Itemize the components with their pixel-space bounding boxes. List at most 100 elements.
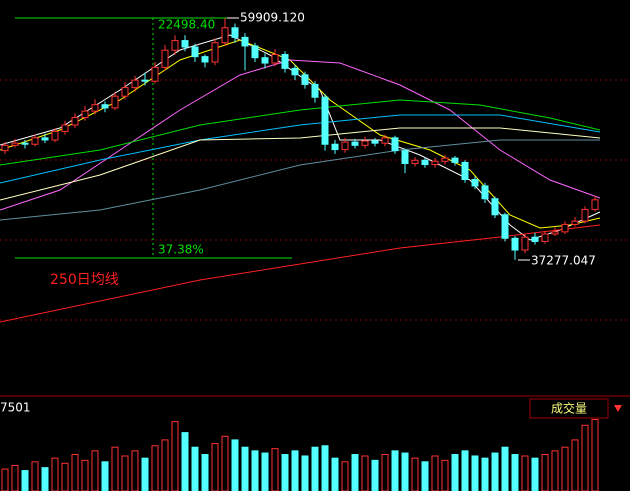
- candle-body: [51, 130, 59, 141]
- volume-bar: [61, 462, 69, 491]
- candle-body: [351, 141, 359, 146]
- candle-body: [371, 140, 379, 144]
- volume-bar: [441, 459, 449, 491]
- volume-bar: [81, 459, 89, 491]
- volume-bar: [571, 439, 579, 491]
- candle-body: [441, 157, 449, 162]
- volume-bar: [181, 432, 189, 491]
- volume-bar: [121, 455, 129, 491]
- candle-body: [81, 110, 89, 119]
- candle-body: [451, 157, 459, 163]
- volume-bar: [581, 424, 589, 491]
- moving-average: [0, 99, 601, 166]
- candle-body: [361, 140, 369, 146]
- volume-bar: [131, 450, 139, 491]
- candle-body: [531, 236, 539, 242]
- candle-body: [481, 185, 489, 200]
- volume-bar: [551, 450, 559, 491]
- candle-body: [11, 142, 19, 146]
- volume-bar: [561, 446, 569, 491]
- candle-body: [521, 236, 529, 251]
- candle-body: [301, 74, 309, 85]
- candle-body: [211, 42, 219, 63]
- volume-bar: [221, 435, 229, 491]
- volume-bar: [71, 454, 79, 491]
- volume-bar: [151, 445, 159, 491]
- candle-body: [331, 143, 339, 151]
- candle-body: [281, 53, 289, 69]
- volume-bar: [31, 461, 39, 491]
- candle-body: [231, 27, 239, 38]
- volume-bar: [161, 439, 169, 491]
- candle-body: [111, 95, 119, 109]
- volume-bar: [211, 443, 219, 491]
- volume-bar: [361, 455, 369, 491]
- candle-body: [261, 57, 269, 64]
- volume-bar: [141, 457, 149, 491]
- volume-bar: [281, 454, 289, 491]
- candle-body: [131, 79, 139, 89]
- volume-bar: [271, 448, 279, 491]
- volume-bar: [501, 446, 509, 491]
- candle-body: [71, 117, 79, 126]
- volume-bar: [41, 467, 49, 491]
- volume-bar: [461, 450, 469, 491]
- volume-bar: [111, 446, 119, 491]
- volume-bar: [191, 446, 199, 491]
- candle-body: [321, 96, 329, 145]
- candle-body: [191, 46, 199, 58]
- candle-body: [401, 150, 409, 164]
- candle-body: [591, 199, 599, 210]
- volume-bar: [261, 452, 269, 491]
- volume-bar: [301, 455, 309, 491]
- volume-bar: [171, 421, 179, 491]
- candle-body: [511, 237, 519, 251]
- moving-average: [0, 114, 601, 184]
- candle-body: [541, 233, 549, 242]
- volume-label: 7501: [0, 401, 31, 415]
- candle-body: [151, 66, 159, 82]
- volume-bar: [251, 450, 259, 491]
- candle-body: [271, 53, 279, 64]
- indicator-name[interactable]: 成交量: [551, 401, 587, 416]
- candle-body: [241, 36, 249, 47]
- candle-body: [311, 83, 319, 98]
- candle-body: [101, 104, 109, 109]
- volume-bar: [11, 464, 19, 491]
- candle-body: [381, 137, 389, 144]
- volume-bar: [591, 418, 599, 491]
- volume-bar: [201, 454, 209, 491]
- candle-body: [21, 142, 29, 145]
- range-pct: 37.38%: [158, 243, 204, 257]
- candle-body: [291, 67, 299, 76]
- dropdown-arrow[interactable]: [614, 405, 622, 412]
- volume-bar: [101, 461, 109, 491]
- candle-body: [421, 159, 429, 166]
- volume-bar: [541, 454, 549, 491]
- candle-body: [561, 223, 569, 233]
- volume-bar: [421, 461, 429, 491]
- volume-bar: [321, 445, 329, 491]
- candle-body: [91, 104, 99, 112]
- candle-body: [201, 56, 209, 63]
- candle-body: [501, 214, 509, 239]
- moving-average: [0, 34, 601, 241]
- volume-bar: [351, 454, 359, 491]
- volume-bar: [391, 450, 399, 491]
- volume-bar: [1, 468, 9, 491]
- candle-body: [61, 124, 69, 132]
- candle-body: [491, 198, 499, 216]
- candle-body: [581, 208, 589, 222]
- moving-average: [0, 59, 601, 211]
- candle-body: [171, 40, 179, 51]
- range-diff: 22498.40: [158, 18, 215, 32]
- volume-bar: [401, 452, 409, 491]
- volume-bar: [21, 470, 29, 491]
- indicator-box[interactable]: [529, 398, 609, 419]
- volume-bar: [231, 439, 239, 491]
- candle-body: [121, 87, 129, 97]
- volume-bar: [481, 457, 489, 491]
- volume-bar: [491, 452, 499, 491]
- moving-average: [0, 127, 601, 201]
